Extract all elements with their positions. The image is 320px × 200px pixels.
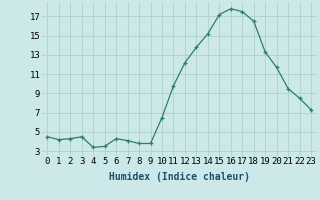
X-axis label: Humidex (Indice chaleur): Humidex (Indice chaleur) [109, 172, 250, 182]
